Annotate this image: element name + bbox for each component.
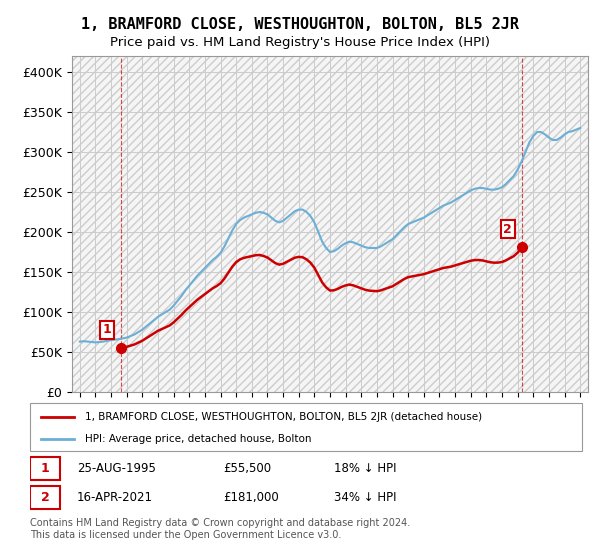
Text: £181,000: £181,000 (223, 491, 279, 504)
Text: 34% ↓ HPI: 34% ↓ HPI (334, 491, 396, 504)
FancyBboxPatch shape (30, 486, 61, 510)
Text: 2: 2 (41, 491, 49, 504)
Text: 1, BRAMFORD CLOSE, WESTHOUGHTON, BOLTON, BL5 2JR (detached house): 1, BRAMFORD CLOSE, WESTHOUGHTON, BOLTON,… (85, 413, 482, 422)
Text: Contains HM Land Registry data © Crown copyright and database right 2024.
This d: Contains HM Land Registry data © Crown c… (30, 518, 410, 540)
Text: 25-AUG-1995: 25-AUG-1995 (77, 462, 156, 475)
Text: HPI: Average price, detached house, Bolton: HPI: Average price, detached house, Bolt… (85, 434, 312, 444)
Text: £55,500: £55,500 (223, 462, 271, 475)
Text: Price paid vs. HM Land Registry's House Price Index (HPI): Price paid vs. HM Land Registry's House … (110, 36, 490, 49)
FancyBboxPatch shape (30, 403, 582, 451)
Text: 1, BRAMFORD CLOSE, WESTHOUGHTON, BOLTON, BL5 2JR: 1, BRAMFORD CLOSE, WESTHOUGHTON, BOLTON,… (81, 17, 519, 32)
Text: 1: 1 (103, 323, 111, 336)
Text: 16-APR-2021: 16-APR-2021 (77, 491, 153, 504)
Text: 18% ↓ HPI: 18% ↓ HPI (334, 462, 396, 475)
Text: 1: 1 (41, 462, 49, 475)
Text: 2: 2 (503, 223, 512, 236)
FancyBboxPatch shape (30, 456, 61, 480)
